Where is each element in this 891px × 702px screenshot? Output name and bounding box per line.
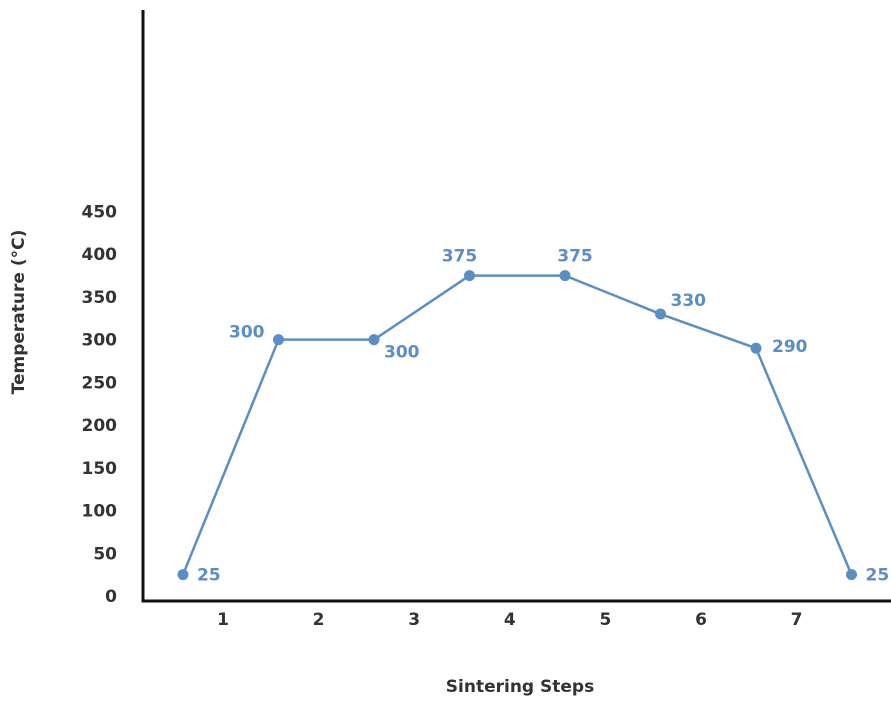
- data-label: 330: [671, 291, 707, 311]
- data-label: 300: [229, 323, 265, 343]
- x-tick-label: 7: [791, 610, 803, 630]
- data-label: 300: [384, 343, 420, 363]
- y-tick-label: 150: [82, 459, 118, 479]
- y-tick-label: 0: [105, 587, 117, 607]
- data-point: [559, 270, 571, 282]
- data-point: [655, 308, 666, 320]
- y-tick-label: 250: [82, 373, 118, 393]
- data-label: 25: [197, 566, 221, 586]
- data-point: [464, 270, 475, 282]
- x-tick-label: 3: [408, 610, 420, 630]
- data-label: 290: [772, 337, 808, 357]
- y-tick-label: 50: [93, 544, 117, 564]
- data-point: [273, 334, 284, 346]
- data-point: [750, 342, 762, 354]
- data-point: [368, 334, 380, 346]
- data-point: [177, 569, 189, 581]
- y-tick-label: 350: [82, 288, 118, 308]
- x-tick-label: 2: [313, 610, 325, 630]
- x-tick-label: 4: [504, 610, 516, 630]
- y-tick-label: 400: [82, 245, 118, 265]
- data-point: [846, 569, 857, 581]
- x-tick-label: 6: [695, 610, 707, 630]
- y-tick-label: 450: [82, 203, 118, 223]
- x-tick-label: 1: [217, 610, 229, 630]
- y-axis-ticks: 0 50 100 150 200 250 300 350 400 450: [82, 203, 118, 607]
- y-tick-label: 300: [82, 331, 118, 351]
- data-points: [177, 270, 857, 581]
- data-label: 375: [557, 247, 593, 267]
- y-tick-label: 100: [82, 502, 118, 522]
- data-labels: 25 300 300 375 375 330 290 25: [197, 247, 889, 586]
- data-label: 375: [442, 247, 478, 267]
- x-tick-label: 5: [599, 610, 611, 630]
- data-label: 25: [866, 566, 890, 586]
- series-line: [181, 274, 853, 576]
- x-axis-ticks: 1 2 3 4 5 6 7: [217, 610, 802, 630]
- y-axis-title: Temperature (°C): [9, 230, 29, 395]
- x-axis-title: Sintering Steps: [446, 677, 594, 697]
- y-tick-label: 200: [82, 416, 118, 436]
